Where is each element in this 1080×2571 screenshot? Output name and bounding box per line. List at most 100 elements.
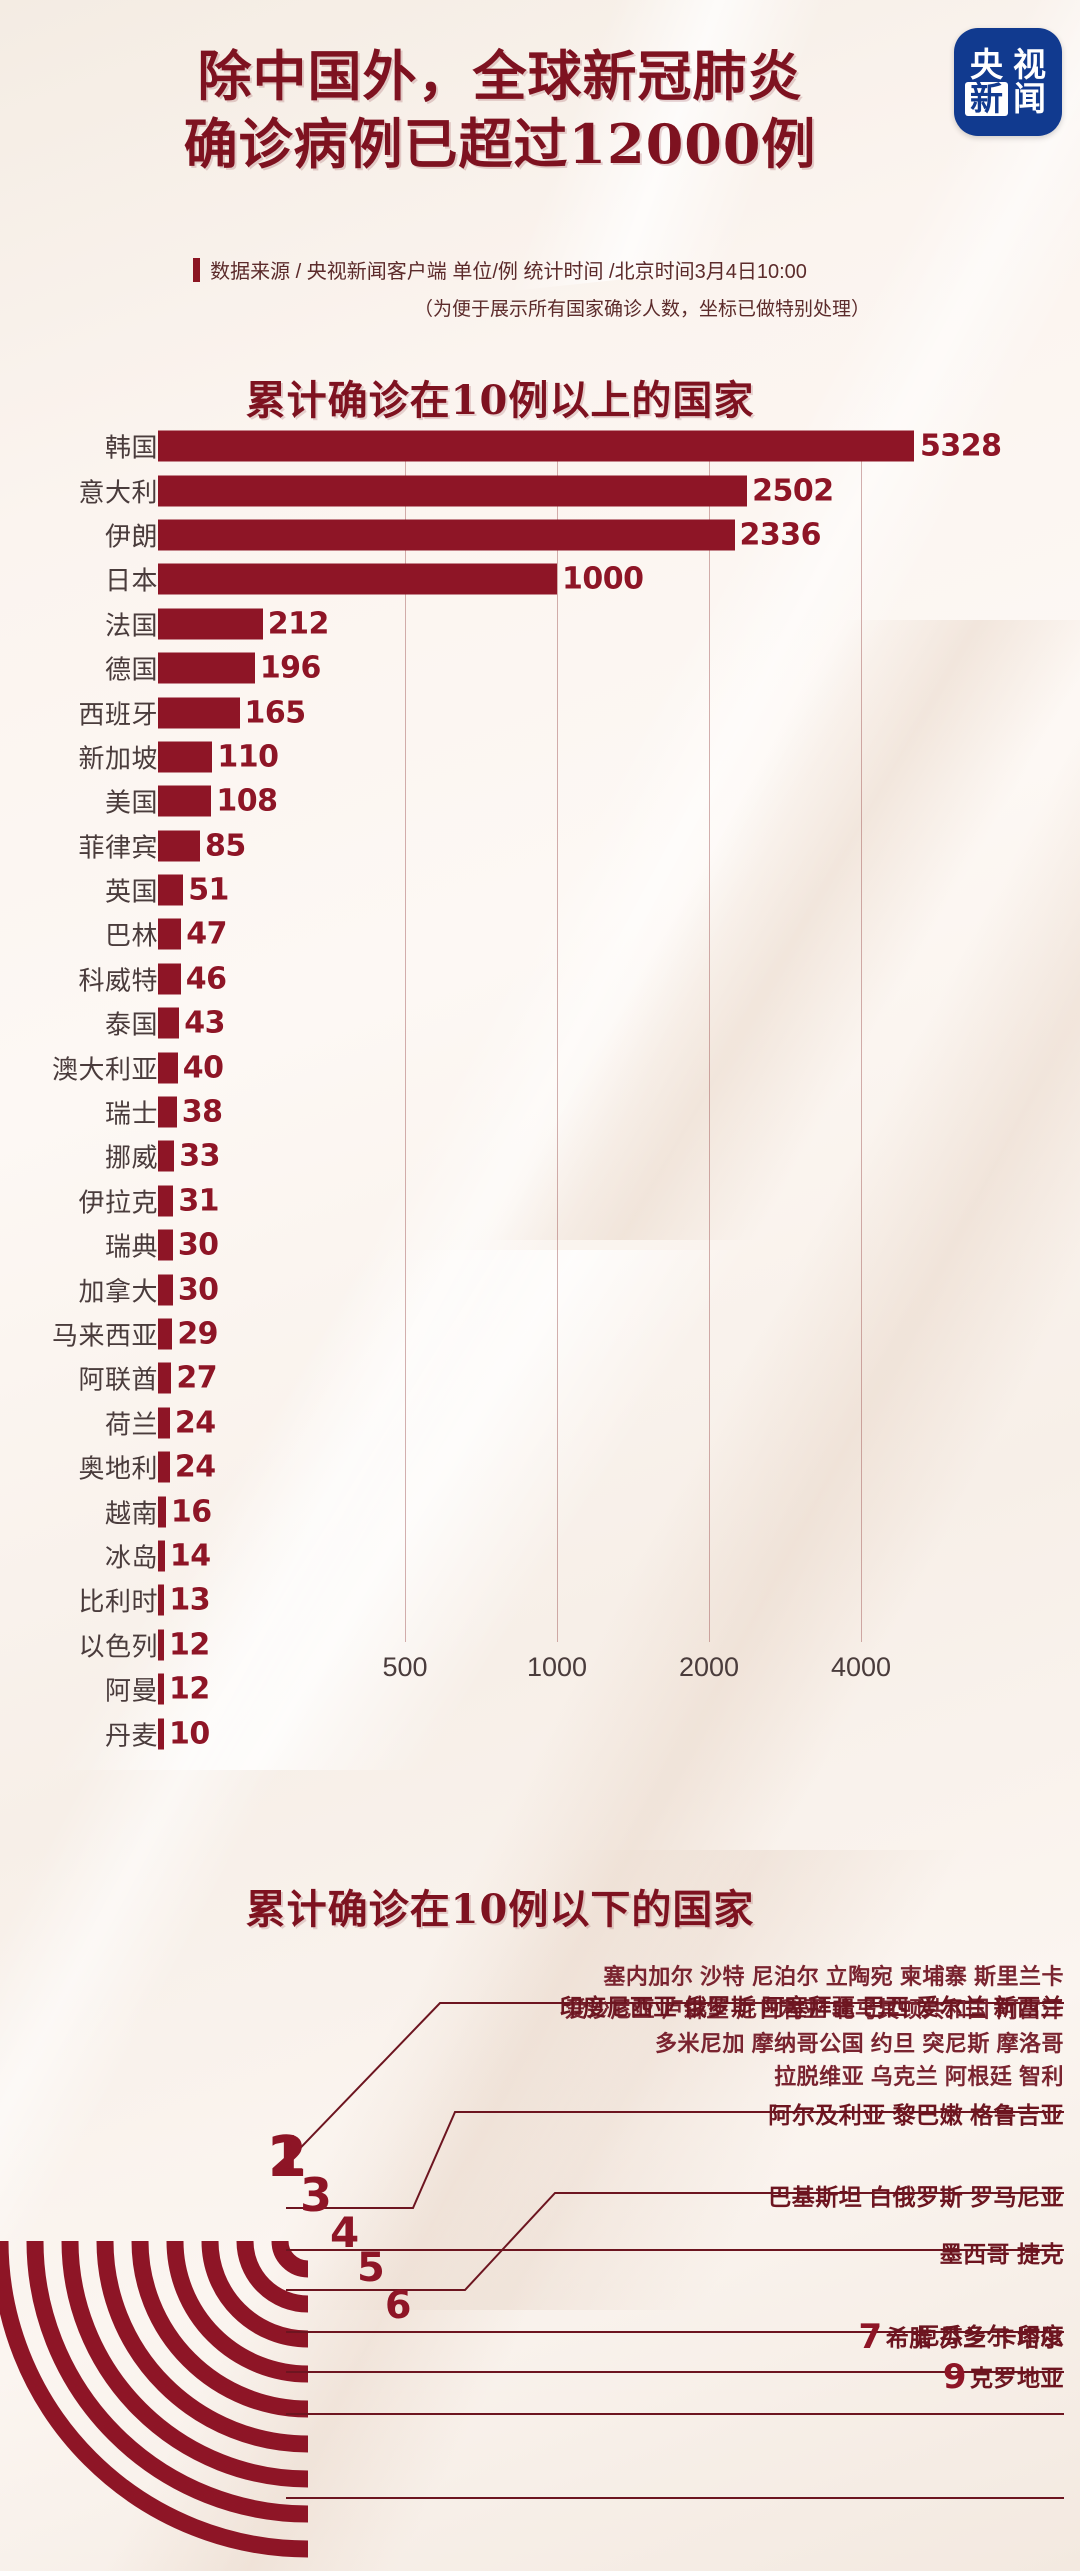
chart-row: 瑞典 30 — [0, 1223, 1080, 1267]
bar-value: 47 — [186, 916, 227, 952]
x-tick-500: 500 — [382, 1652, 428, 1682]
bar-label: 巴林 — [104, 920, 158, 951]
logo-char-2: 视 — [1013, 45, 1046, 85]
bar-label: 阿联酋 — [78, 1364, 158, 1395]
bar-value: 110 — [217, 739, 279, 775]
bar-label: 加拿大 — [78, 1276, 158, 1307]
source-block: 数据来源 / 央视新闻客户端 单位/例 统计时间 /北京时间3月4日10:00 … — [0, 255, 1000, 321]
leader-lines — [282, 2002, 1064, 2499]
tier-countries-7: 7 希腊 芬兰 卡塔尔 — [858, 2317, 1064, 2357]
tier-1-list-line: 多米尼加 摩纳哥公国 约旦 突尼斯 摩洛哥 — [655, 2030, 1064, 2056]
bar-label: 奥地利 — [78, 1453, 158, 1484]
chart-row: 巴林 47 — [0, 912, 1080, 956]
bar-label: 英国 — [104, 876, 158, 907]
bar — [158, 1007, 180, 1039]
bar-value: 24 — [174, 1449, 216, 1485]
bar-label: 法国 — [104, 610, 158, 641]
bar-label: 冰岛 — [104, 1542, 158, 1573]
bar-value: 38 — [181, 1094, 223, 1130]
logo-row-top: 央 视 — [965, 48, 1051, 82]
bar-value: 43 — [184, 1005, 225, 1041]
bar-value: 212 — [267, 606, 330, 642]
bar — [158, 1274, 173, 1306]
bar-label: 以色列 — [78, 1631, 158, 1662]
chart-row: 阿联酋 27 — [0, 1356, 1080, 1400]
bar-value: 2336 — [739, 517, 822, 553]
source-marker-icon — [193, 257, 201, 282]
tier-countries-5: 墨西哥 捷克 — [939, 2241, 1064, 2267]
chart-row: 冰岛 14 — [0, 1534, 1080, 1578]
bar-label: 瑞士 — [104, 1098, 158, 1129]
bar-value: 165 — [244, 695, 307, 731]
chart-row: 比利时 13 — [0, 1578, 1080, 1622]
bar-value: 29 — [177, 1316, 219, 1352]
bar-label: 美国 — [104, 787, 158, 818]
bar — [158, 1718, 164, 1750]
bar-value: 13 — [169, 1582, 211, 1618]
bar — [158, 1496, 166, 1528]
chart-x-axis: 500 1000 2000 4000 — [0, 1652, 1080, 1702]
bar — [158, 1140, 175, 1172]
section-title-above: 累计确诊在10例以上的国家 — [245, 377, 755, 424]
chart-row: 伊朗 2336 — [0, 513, 1080, 557]
below-ten-section: 塞内加尔 沙特 尼泊尔 立陶宛 柬埔寨 斯里兰卡 爱沙尼亚 卢森堡 尼日利亚 北马… — [0, 1940, 1080, 2571]
chart-row: 西班牙 165 — [0, 690, 1080, 734]
bar-label: 挪威 — [104, 1142, 158, 1173]
bar — [158, 785, 212, 817]
bar-value: 10 — [169, 1716, 210, 1752]
bar — [158, 1540, 165, 1572]
bar-value: 30 — [177, 1227, 219, 1263]
bar-value: 51 — [188, 872, 229, 908]
bar-value: 31 — [178, 1183, 220, 1219]
chart-row: 丹麦 10 — [0, 1711, 1080, 1755]
bar — [158, 1451, 170, 1483]
logo-row-bottom: 新 闻 — [965, 82, 1051, 116]
tier-count-6: 6 — [385, 2283, 412, 2327]
bar-value: 12 — [169, 1627, 210, 1663]
bar-label: 丹麦 — [104, 1720, 158, 1751]
tier-countries-4: 巴基斯坦 白俄罗斯 罗马尼亚 — [768, 2184, 1064, 2210]
bar-label: 菲律宾 — [78, 832, 158, 863]
bar-label: 西班牙 — [78, 699, 158, 730]
bar-label: 德国 — [104, 654, 158, 685]
chart-row: 瑞士 38 — [0, 1090, 1080, 1134]
cctv-news-logo: 央 视 新 闻 — [954, 28, 1062, 136]
title-line-2: 确诊病例已超过12000例 — [183, 112, 817, 177]
page-title: 除中国外，全球新冠肺炎 确诊病例已超过12000例 — [0, 42, 1000, 178]
bar — [158, 652, 255, 684]
bar — [158, 1673, 164, 1705]
tier-count-1: 1 — [268, 2125, 307, 2190]
chart-row: 美国 108 — [0, 779, 1080, 823]
title-line-1: 除中国外，全球新冠肺炎 — [197, 44, 803, 108]
bar — [158, 475, 748, 507]
tier-count-5: 5 — [357, 2245, 385, 2291]
bar-value: 196 — [259, 650, 322, 686]
chart-row: 新加坡 110 — [0, 735, 1080, 779]
bar-label: 比利时 — [78, 1586, 158, 1617]
bar-label: 伊朗 — [104, 521, 158, 552]
bar-value: 27 — [176, 1360, 218, 1396]
bar — [158, 963, 181, 995]
bar-value: 1000 — [562, 561, 644, 597]
bar — [158, 1629, 164, 1661]
chart-row: 意大利 2502 — [0, 468, 1080, 512]
chart-row: 越南 16 — [0, 1489, 1080, 1533]
bar — [158, 430, 914, 462]
bar-label: 伊拉克 — [78, 1187, 158, 1218]
tier-count-3: 3 — [300, 2168, 333, 2222]
bar-label: 荷兰 — [104, 1409, 158, 1440]
tier-count-7: 7 — [858, 2317, 883, 2357]
bar — [158, 918, 182, 950]
chart-row: 奥地利 24 — [0, 1445, 1080, 1489]
bar-label: 越南 — [104, 1498, 158, 1529]
gridline-500 — [405, 442, 406, 1642]
tier-countries-6: 厄瓜多尔 印度 — [916, 2323, 1064, 2349]
bar — [158, 830, 200, 862]
bar-value: 30 — [177, 1272, 219, 1308]
bar — [158, 563, 557, 595]
chart-row: 阿曼 12 — [0, 1667, 1080, 1711]
bar — [158, 608, 263, 640]
source-line: 数据来源 / 央视新闻客户端 单位/例 统计时间 /北京时间3月4日10:00 — [0, 255, 1000, 284]
section-title-below: 累计确诊在10例以下的国家 — [245, 1886, 755, 1933]
